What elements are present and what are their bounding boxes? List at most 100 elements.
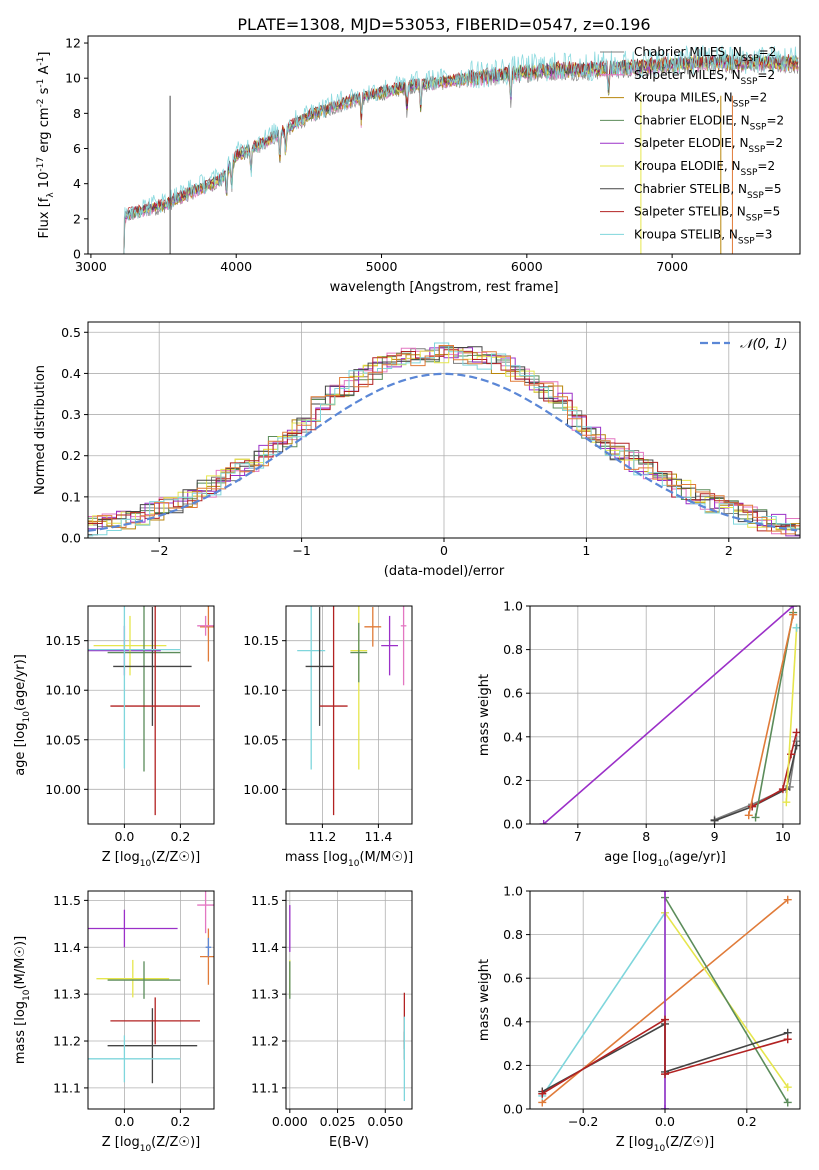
histogram-step: [88, 345, 800, 535]
plot-area-mass_vs_ebv: [289, 905, 406, 1102]
weight-marker: [661, 891, 669, 895]
legend-label: Chabrier MILES, NSSP=2: [634, 45, 776, 64]
errorbar-point: [110, 606, 200, 816]
errorbar-point: [88, 1035, 181, 1083]
x-tick-label: 1: [582, 543, 590, 558]
x-tick-label: 4000: [220, 259, 252, 274]
y-tick-label: 0.2: [503, 773, 523, 788]
weight-line: [751, 732, 798, 808]
errorbar-point: [364, 606, 382, 647]
weight-marker: [661, 1105, 669, 1109]
axes-spectrum: 3000 4000 5000 6000 7000 0 2 4 6 8 10 12 wavelength …: [36, 35, 801, 295]
y-axis-label: mass weight: [477, 959, 492, 1041]
y-tick-label: 4: [73, 176, 81, 191]
legend-label: Kroupa MILES, NSSP=2: [634, 91, 767, 110]
weight-line: [754, 612, 794, 818]
y-tick-label: 11.5: [53, 893, 81, 908]
errorbar-point: [107, 606, 181, 772]
y-tick-label: 11.3: [53, 987, 81, 1002]
plot-area-spectrum: [121, 45, 799, 254]
normal-curve: [88, 372, 798, 532]
y-tick-label: 10.00: [45, 782, 81, 797]
weight-marker: [744, 811, 753, 820]
weight-marker: [538, 1089, 547, 1098]
plot-area-residuals: [88, 342, 800, 537]
y-tick-label: 0.0: [503, 817, 523, 832]
weight-marker: [539, 820, 548, 824]
y-tick-label: 10.10: [243, 683, 279, 698]
axes-mass_vs_ebv: 0.000 0.025 0.050 11.1 11.2 11.3 11.4 11.5 E(B-V…: [251, 890, 413, 1150]
y-tick-label: 0.4: [503, 1014, 523, 1029]
frame-spectrum: 3000 4000 5000 6000 7000 0 2 4 6 8 10 12 wavelength …: [36, 35, 801, 295]
y-axis-label: Flux [fλ 10-17 erg cm-2 s-1 A-1]: [36, 52, 56, 239]
y-tick-label: 11.5: [251, 893, 279, 908]
weight-marker: [783, 1083, 792, 1092]
y-axis-label: age [log10(age/yr)]: [13, 654, 32, 776]
frame-mass_vs_ebv: 0.000 0.025 0.050 11.1 11.2 11.3 11.4 11.5 E(B-V…: [251, 890, 413, 1150]
x-tick-label: 11.2: [308, 829, 336, 844]
y-tick-label: 0.1: [61, 489, 81, 504]
weight-marker: [783, 1098, 792, 1107]
y-axis-label: mass [log10(M/M☉)]: [13, 936, 32, 1064]
x-axis-label: Z [log10(Z/Z☉)]: [102, 1135, 200, 1154]
y-tick-label: 0.4: [503, 729, 523, 744]
x-tick-label: 0.2: [737, 1114, 757, 1129]
legend-label: Kroupa ELODIE, NSSP=2: [634, 159, 775, 178]
x-tick-label: 0.050: [367, 1114, 403, 1129]
y-tick-label: 0.2: [61, 448, 81, 463]
x-tick-label: 2: [725, 543, 733, 558]
legend-label: Salpeter MILES, NSSP=2: [634, 68, 775, 87]
x-tick-label: 11.4: [364, 829, 392, 844]
errorbar-point: [107, 1008, 198, 1084]
y-tick-label: 11.3: [251, 987, 279, 1002]
weight-line: [747, 614, 794, 816]
axes-residuals: −2 −1 0 1 2 0.0 0.1 0.2 0.3 0.4 0.5 (data-model)/er…: [33, 321, 801, 579]
y-axis-label: Normed distribution: [33, 365, 48, 495]
legend-residuals: 𝒩(0, 1): [700, 337, 787, 352]
x-tick-label: 3000: [75, 259, 107, 274]
y-tick-label: 0.2: [503, 1058, 523, 1073]
weight-marker: [782, 798, 791, 807]
x-tick-label: 0.0: [114, 1114, 134, 1129]
y-tick-label: 10.05: [243, 732, 279, 747]
x-tick-label: −2: [150, 543, 168, 558]
weight-marker: [710, 816, 719, 824]
y-tick-label: 0.3: [61, 407, 81, 422]
errorbar-point: [305, 606, 334, 726]
frame-residuals: −2 −1 0 1 2 0.0 0.1 0.2 0.3 0.4 0.5 (data-model)/er…: [33, 321, 801, 579]
axes-frame: [87, 35, 801, 255]
frame-weight_vs_age: 7 8 9 10 0.0 0.2 0.4 0.6 0.8 1.0 age [log10(age/yr…: [477, 599, 801, 869]
x-tick-label: 7000: [656, 259, 688, 274]
histogram-step: [88, 342, 800, 537]
axes-frame: [87, 890, 215, 1110]
weight-marker: [789, 610, 798, 619]
errorbar-point: [88, 909, 178, 948]
weight-line: [664, 897, 789, 1103]
y-tick-label: 11.1: [53, 1080, 81, 1095]
x-tick-label: 0: [440, 543, 448, 558]
axes-frame: [87, 605, 215, 825]
plot-area-mass_vs_Z: [88, 891, 214, 1084]
frame-age_vs_Z: 0.0 0.2 10.00 10.05 10.10 10.15 Z [log10(Z/Z☉)…: [13, 605, 215, 869]
y-tick-label: 1.0: [503, 884, 523, 899]
axes-mass_vs_Z: 0.0 0.2 11.1 11.2 11.3 11.4 11.5 Z [log10(Z/Z☉)…: [13, 890, 215, 1154]
weight-line: [714, 745, 798, 822]
axes-age_vs_mass: 11.2 11.4 10.00 10.05 10.10 10.15 mass [log10(…: [243, 605, 413, 869]
axes-frame: [285, 605, 413, 825]
y-tick-label: 11.1: [251, 1080, 279, 1095]
weight-line: [541, 1018, 788, 1095]
errorbar-point: [400, 606, 407, 686]
spectrum-line: [121, 54, 799, 254]
legend-label: Chabrier STELIB, NSSP=5: [634, 182, 782, 201]
axes-frame: [285, 890, 413, 1110]
y-tick-label: 0.6: [503, 686, 523, 701]
frame-age_vs_mass: 11.2 11.4 10.00 10.05 10.10 10.15 mass [log10(…: [243, 605, 413, 869]
x-axis-label: (data-model)/error: [384, 564, 505, 579]
errorbar-point: [200, 606, 214, 662]
weight-marker: [661, 1070, 669, 1079]
y-tick-label: 1.0: [503, 599, 523, 614]
frame-weight_vs_Z: −0.2 0.0 0.2 0.0 0.2 0.4 0.6 0.8 1.0 Z [log10(Z/Z…: [477, 884, 801, 1154]
y-tick-label: 12: [65, 36, 81, 51]
weight-marker: [661, 1015, 669, 1024]
